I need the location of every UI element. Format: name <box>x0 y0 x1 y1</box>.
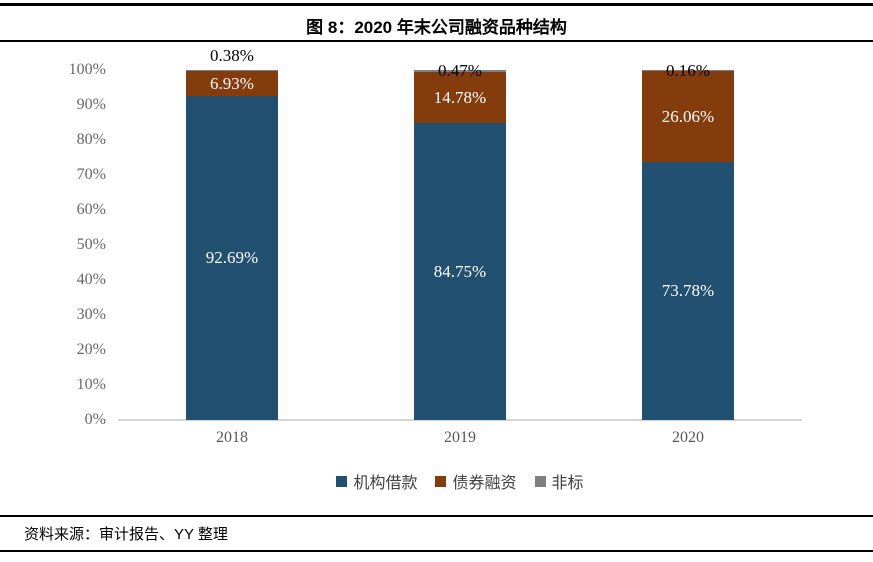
x-axis-label: 2018 <box>216 429 248 446</box>
chart-legend: 机构借款 债券融资 非标 <box>118 469 802 493</box>
y-axis-tick-label: 0% <box>84 411 106 428</box>
top-divider <box>0 3 873 6</box>
bar-segment-bond-financing <box>414 71 506 124</box>
y-axis: 100% 90% 80% 70% 60% 50% 40% 30% 20% 10% 0% <box>28 0 106 450</box>
y-axis-tick-label: 70% <box>76 166 106 183</box>
data-label-non-standard: 0.38% <box>210 46 254 65</box>
bar-segment-institutional-loans <box>414 123 506 420</box>
bar-segment-non-standard <box>186 70 278 72</box>
source-divider-bottom <box>0 550 873 552</box>
data-label-institutional-loans: 73.78% <box>661 281 715 301</box>
y-axis-tick-label: 90% <box>76 96 106 113</box>
source-divider-top <box>0 515 873 517</box>
bar-group-2020: 73.78% 26.06% 0.16% <box>642 61 734 420</box>
chart-title: 图 8：2020 年末公司融资品种结构 <box>306 18 567 37</box>
data-label-non-standard: 0.47% <box>438 61 482 81</box>
y-axis-tick-label: 30% <box>76 306 106 323</box>
y-axis-tick-label: 20% <box>76 341 106 358</box>
legend-swatch-icon <box>435 475 447 487</box>
legend-label: 非标 <box>551 475 584 492</box>
data-label-bond-financing: 14.78% <box>433 88 487 107</box>
bar-segment-institutional-loans <box>642 161 734 420</box>
data-label-bond-financing: 6.93% <box>210 73 254 93</box>
legend-item-bond-financing: 债券融资 <box>435 469 517 493</box>
y-axis-tick-label: 50% <box>76 236 106 253</box>
legend-swatch-icon <box>534 475 546 487</box>
data-label-non-standard: 0.16% <box>666 60 710 80</box>
bar-group-2019: 84.75% 14.78% 0.47% <box>414 61 506 420</box>
legend-swatch-icon <box>336 475 348 487</box>
x-axis: 2018 2019 2020 <box>118 429 802 451</box>
plot-area: 92.69% 6.93% 0.38% 84.75% 14.78% 0.47% 73.78% 2… <box>118 46 802 421</box>
legend-item-non-standard: 非标 <box>534 469 584 493</box>
x-axis-label: 2019 <box>444 429 476 446</box>
x-axis-label: 2020 <box>672 429 704 446</box>
title-divider <box>0 40 873 42</box>
bar-group-2018: 92.69% 6.93% 0.38% <box>186 46 278 420</box>
source-note: 资料来源：审计报告、YY 整理 <box>24 526 228 543</box>
y-axis-tick-label: 10% <box>76 376 106 393</box>
y-axis-tick-label: 60% <box>76 201 106 218</box>
legend-item-institutional-loans: 机构借款 <box>336 469 417 493</box>
bar-segment-non-standard <box>414 70 506 72</box>
bar-segment-bond-financing <box>186 71 278 96</box>
bar-segment-bond-financing <box>642 70 734 162</box>
data-label-institutional-loans: 92.69% <box>205 248 259 268</box>
bar-segment-non-standard <box>642 70 734 71</box>
bar-segment-institutional-loans <box>186 95 278 420</box>
legend-label: 机构借款 <box>353 475 418 492</box>
data-label-institutional-loans: 84.75% <box>433 262 487 282</box>
y-axis-tick-label: 40% <box>76 271 106 288</box>
x-axis-line <box>118 419 802 421</box>
data-label-bond-financing: 26.06% <box>661 106 715 126</box>
y-axis-tick-label: 80% <box>76 131 106 148</box>
legend-label: 债券融资 <box>452 475 517 492</box>
y-axis-tick-label: 100% <box>68 61 106 78</box>
